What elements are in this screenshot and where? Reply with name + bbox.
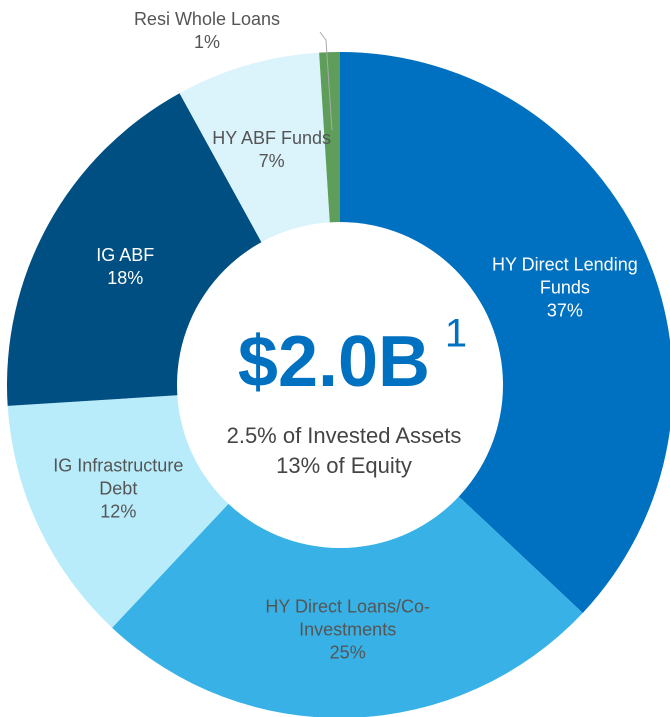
slice-label: IG ABF 18% (40, 244, 210, 290)
slice-label: Resi Whole Loans 1% (122, 8, 292, 54)
slice-label: HY Direct Lending Funds 37% (480, 253, 650, 322)
slice-value: 12% (100, 501, 137, 522)
leader-line (319, 31, 333, 131)
slice-value: 37% (546, 300, 583, 321)
slice-name: IG ABF (96, 244, 155, 265)
slice-value: 1% (193, 32, 220, 52)
center-line: 13% of Equity (276, 453, 412, 478)
slice-name: IG Infrastructure Debt (53, 455, 184, 499)
slice-name: HY Direct Lending Funds (491, 254, 638, 298)
slice-label: IG Infrastructure Debt 12% (33, 455, 203, 524)
center-title: $2.0B (238, 322, 430, 402)
slice-name: Resi Whole Loans (133, 9, 281, 29)
slice-value: 25% (329, 642, 366, 663)
slice-value: 7% (258, 150, 285, 171)
slice-name: HY ABF Funds (212, 127, 331, 148)
center-line: 2.5% of Invested Assets (227, 423, 462, 448)
donut-slice (340, 52, 670, 613)
slice-name: HY Direct Loans/Co-Investments (265, 596, 431, 640)
donut-hole (177, 222, 503, 548)
donut-slice (112, 385, 583, 717)
slice-label: HY ABF Funds 7% (187, 127, 357, 173)
center-note: 1 (445, 312, 467, 356)
slice-value: 18% (107, 267, 144, 288)
slice-label: HY Direct Loans/Co-Investments 25% (263, 595, 433, 664)
